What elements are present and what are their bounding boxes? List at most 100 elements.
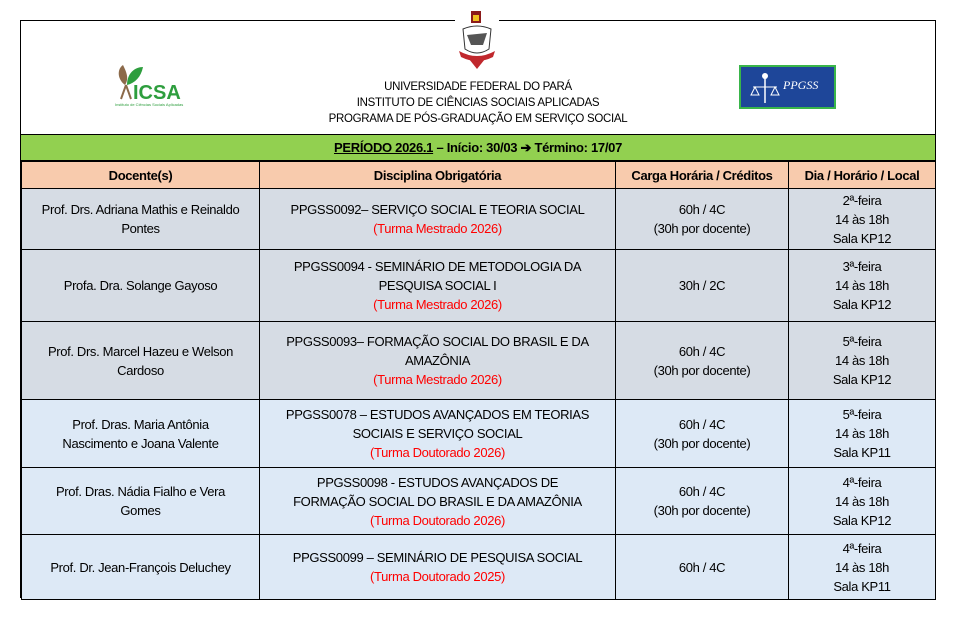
table-row: Profa. Dra. Solange Gayoso PPGSS0094 - SE… bbox=[21, 249, 936, 322]
period-end: Término: 17/07 bbox=[534, 140, 622, 155]
dia-value: 4ª-feira bbox=[842, 540, 882, 556]
horario-value: 14 às 18h bbox=[835, 211, 889, 227]
schedule-table: Docente(s) Disciplina Obrigatória Carga … bbox=[21, 161, 936, 600]
carga-cell: 60h / 4C (30h por docente) bbox=[615, 188, 789, 250]
docente-name: Prof. Dras. Maria Antônia Nascimento e J… bbox=[62, 416, 219, 451]
docente-name: Prof. Dr. Jean-François Deluchey bbox=[50, 559, 231, 575]
icsa-logo: ICSA Instituto de Ciências Sociais Aplic… bbox=[113, 63, 213, 107]
disciplina-cell: PPGSS0078 – ESTUDOS AVANÇADOS EM TEORIAS… bbox=[259, 399, 616, 468]
horario-value: 14 às 18h bbox=[835, 493, 889, 509]
disciplina-cell: PPGSS0098 - ESTUDOS AVANÇADOS DE FORMAÇÃ… bbox=[259, 467, 616, 535]
docente-name: Prof. Dras. Nádia Fialho e Vera Gomes bbox=[55, 484, 226, 518]
disciplina-name: PPGSS0099 – SEMINÁRIO DE PESQUISA SOCIAL bbox=[292, 550, 583, 565]
carga-value: 60h / 4C bbox=[678, 202, 726, 217]
carga-note: (30h por docente) bbox=[653, 221, 751, 236]
institute-name: INSTITUTO DE CIÊNCIAS SOCIAIS APLICADAS bbox=[356, 97, 600, 109]
carga-note: (30h por docente) bbox=[653, 503, 751, 518]
ppgss-logo: PPGSS bbox=[739, 65, 836, 109]
carga-value: 60h / 4C bbox=[678, 559, 726, 575]
dia-value: 3ª-feira bbox=[842, 259, 882, 274]
carga-cell: 60h / 4C (30h por docente) bbox=[615, 467, 789, 535]
dia-cell: 3ª-feira 14 às 18h Sala KP12 bbox=[788, 249, 936, 322]
carga-value: 60h / 4C bbox=[678, 484, 726, 499]
docente-name: Prof. Drs. Adriana Mathis e Reinaldo Pon… bbox=[41, 202, 240, 236]
carga-cell: 60h / 4C (30h por docente) bbox=[615, 321, 789, 400]
docente-cell: Prof. Drs. Marcel Hazeu e Welson Cardoso bbox=[21, 321, 260, 400]
dia-value: 5ª-feira bbox=[842, 407, 882, 422]
table-row: Prof. Dras. Nádia Fialho e Vera Gomes PPG… bbox=[21, 467, 936, 535]
carga-note: (30h por docente) bbox=[653, 362, 751, 378]
program-name: PROGRAMA DE PÓS-GRADUAÇÃO EM SERVIÇO SOC… bbox=[328, 113, 628, 125]
turma-label: (Turma Doutorado 2026) bbox=[370, 445, 505, 460]
disciplina-cell: PPGSS0092– SERVIÇO SOCIAL E TEORIA SOCIA… bbox=[259, 188, 616, 250]
dia-value: 2ª-feira bbox=[842, 192, 882, 208]
column-header-disciplina: Disciplina Obrigatória bbox=[259, 161, 616, 189]
table-row: Prof. Dr. Jean-François Deluchey PPGSS009… bbox=[21, 534, 936, 600]
carga-value: 30h / 2C bbox=[678, 278, 726, 293]
svg-text:Instituto de Ciências Sociais: Instituto de Ciências Sociais Aplicadas bbox=[115, 102, 183, 107]
table-row: Prof. Drs. Adriana Mathis e Reinaldo Pon… bbox=[21, 188, 936, 250]
local-value: Sala KP12 bbox=[832, 230, 892, 246]
docente-name: Prof. Drs. Marcel Hazeu e Welson Cardoso bbox=[47, 343, 234, 378]
period-start: Início: 30/03 bbox=[446, 140, 518, 155]
disciplina-cell: PPGSS0094 - SEMINÁRIO DE METODOLOGIA DA … bbox=[259, 249, 616, 322]
ufpa-seal bbox=[455, 9, 499, 71]
turma-label: (Turma Mestrado 2026) bbox=[373, 221, 502, 236]
local-value: Sala KP12 bbox=[832, 372, 892, 387]
dia-cell: 4ª-feira 14 às 18h Sala KP11 bbox=[788, 534, 936, 600]
disciplina-name: PPGSS0093– FORMAÇÃO SOCIAL DO BRASIL E D… bbox=[286, 334, 589, 368]
docente-cell: Prof. Dr. Jean-François Deluchey bbox=[21, 534, 260, 600]
docente-name: Profa. Dra. Solange Gayoso bbox=[63, 278, 218, 293]
disciplina-name: PPGSS0092– SERVIÇO SOCIAL E TEORIA SOCIA… bbox=[290, 202, 585, 217]
horario-value: 14 às 18h bbox=[835, 559, 889, 575]
table-header-row: Docente(s) Disciplina Obrigatória Carga … bbox=[21, 161, 936, 189]
disciplina-cell: PPGSS0099 – SEMINÁRIO DE PESQUISA SOCIAL… bbox=[259, 534, 616, 600]
horario-value: 14 às 18h bbox=[835, 353, 889, 368]
institution-title: UNIVERSIDADE FEDERAL DO PARÁ INSTITUTO D… bbox=[271, 79, 685, 127]
period-banner: PERÍODO 2026.1 – Início: 30/03 ➔ Término… bbox=[21, 134, 935, 161]
docente-cell: Prof. Dras. Maria Antônia Nascimento e J… bbox=[21, 399, 260, 468]
document-header: ICSA Instituto de Ciências Sociais Aplic… bbox=[21, 9, 935, 134]
dia-value: 5ª-feira bbox=[842, 334, 882, 349]
local-value: Sala KP12 bbox=[832, 297, 892, 312]
disciplina-name: PPGSS0078 – ESTUDOS AVANÇADOS EM TEORIAS… bbox=[285, 407, 590, 441]
carga-cell: 60h / 4C bbox=[615, 534, 789, 600]
disciplina-name: PPGSS0094 - SEMINÁRIO DE METODOLOGIA DA … bbox=[293, 259, 582, 293]
docente-cell: Profa. Dra. Solange Gayoso bbox=[21, 249, 260, 322]
column-header-carga: Carga Horária / Créditos bbox=[615, 161, 789, 189]
period-label: PERÍODO 2026.1 bbox=[333, 140, 434, 155]
period-dash: – bbox=[436, 140, 444, 155]
horario-value: 14 às 18h bbox=[835, 426, 889, 441]
column-header-dia: Dia / Horário / Local bbox=[788, 161, 936, 189]
disciplina-name: PPGSS0098 - ESTUDOS AVANÇADOS DE FORMAÇÃ… bbox=[293, 474, 582, 509]
turma-label: (Turma Mestrado 2026) bbox=[373, 372, 502, 387]
local-value: Sala KP11 bbox=[833, 445, 891, 460]
dia-value: 4ª-feira bbox=[842, 474, 882, 490]
table-row: Prof. Dras. Maria Antônia Nascimento e J… bbox=[21, 399, 936, 468]
table-row: Prof. Drs. Marcel Hazeu e Welson Cardoso… bbox=[21, 321, 936, 400]
carga-cell: 30h / 2C bbox=[615, 249, 789, 322]
horario-value: 14 às 18h bbox=[835, 278, 889, 293]
carga-value: 60h / 4C bbox=[678, 416, 726, 432]
turma-label: (Turma Doutorado 2026) bbox=[370, 512, 505, 528]
schedule-document: ICSA Instituto de Ciências Sociais Aplic… bbox=[20, 9, 936, 600]
university-name: UNIVERSIDADE FEDERAL DO PARÁ bbox=[384, 81, 572, 93]
ppgss-logo-text: PPGSS bbox=[783, 78, 819, 92]
carga-cell: 60h / 4C (30h por docente) bbox=[615, 399, 789, 468]
column-header-docente: Docente(s) bbox=[21, 161, 260, 189]
svg-text:ICSA: ICSA bbox=[133, 82, 181, 104]
dia-cell: 4ª-feira 14 às 18h Sala KP12 bbox=[788, 467, 936, 535]
dia-cell: 5ª-feira 14 às 18h Sala KP11 bbox=[788, 399, 936, 468]
local-value: Sala KP12 bbox=[832, 512, 892, 528]
docente-cell: Prof. Drs. Adriana Mathis e Reinaldo Pon… bbox=[21, 188, 260, 250]
dia-cell: 5ª-feira 14 às 18h Sala KP12 bbox=[788, 321, 936, 400]
arrow-right-icon: ➔ bbox=[520, 140, 532, 155]
docente-cell: Prof. Dras. Nádia Fialho e Vera Gomes bbox=[21, 467, 260, 535]
dia-cell: 2ª-feira 14 às 18h Sala KP12 bbox=[788, 188, 936, 250]
turma-label: (Turma Mestrado 2026) bbox=[373, 297, 502, 312]
carga-value: 60h / 4C bbox=[678, 343, 726, 359]
local-value: Sala KP11 bbox=[833, 578, 891, 594]
turma-label: (Turma Doutorado 2025) bbox=[370, 569, 505, 584]
carga-note: (30h por docente) bbox=[653, 435, 751, 451]
disciplina-cell: PPGSS0093– FORMAÇÃO SOCIAL DO BRASIL E D… bbox=[259, 321, 616, 400]
